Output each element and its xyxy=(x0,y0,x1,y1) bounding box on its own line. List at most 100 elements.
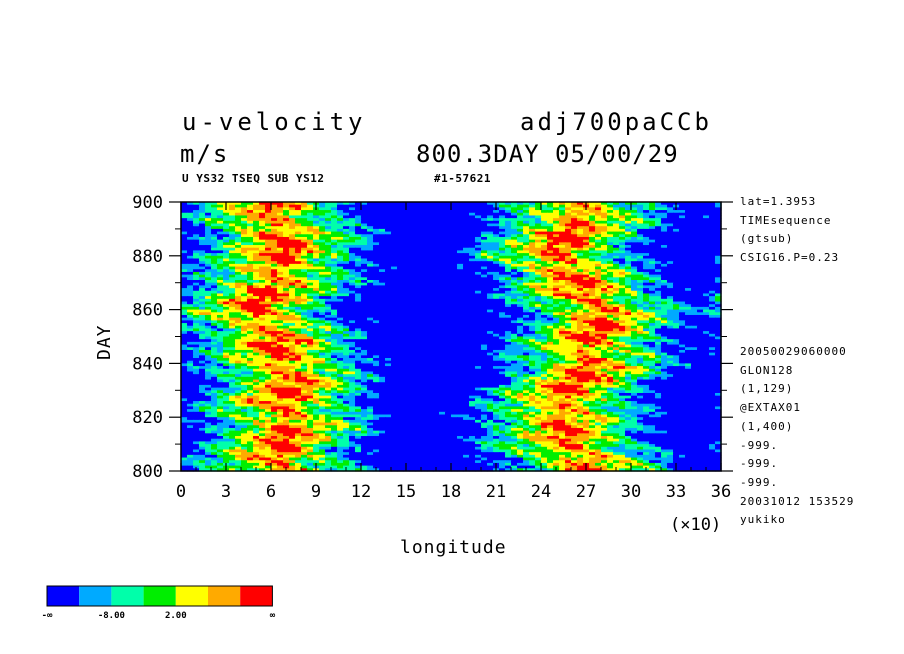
heatmap-cell xyxy=(307,255,314,260)
heatmap-cell xyxy=(673,250,680,254)
heatmap-cell xyxy=(223,245,230,249)
heatmap-cell xyxy=(637,226,644,230)
heatmap-cell xyxy=(349,293,356,297)
heatmap-cell xyxy=(529,304,536,308)
heatmap-cell xyxy=(661,331,668,335)
heatmap-cell xyxy=(619,288,626,292)
heatmap-cell xyxy=(463,212,470,217)
heatmap-cell xyxy=(475,218,482,222)
heatmap-cell xyxy=(553,253,560,257)
heatmap-cell xyxy=(349,309,356,313)
heatmap-cell xyxy=(301,333,308,338)
heatmap-cell xyxy=(523,271,530,276)
heatmap-cell xyxy=(529,234,536,238)
heatmap-cell xyxy=(319,312,326,316)
heatmap-cell xyxy=(265,247,272,252)
heatmap-cell xyxy=(559,223,566,227)
heatmap-cell xyxy=(319,290,326,295)
heatmap-cell xyxy=(241,347,248,351)
heatmap-cell xyxy=(235,328,242,332)
heatmap-cell xyxy=(553,271,560,276)
heatmap-cell xyxy=(223,317,230,321)
heatmap-cell xyxy=(277,341,284,346)
heatmap-cell xyxy=(247,312,254,316)
heatmap-cell xyxy=(547,288,554,292)
heatmap-cell xyxy=(409,296,416,300)
heatmap-cell xyxy=(313,228,320,233)
heatmap-cell xyxy=(349,261,356,265)
heatmap-cell xyxy=(199,333,206,338)
heatmap-cell xyxy=(355,234,362,238)
heatmap-cell xyxy=(547,215,554,219)
heatmap-cell xyxy=(187,331,194,335)
heatmap-cell xyxy=(343,207,350,211)
heatmap-cell xyxy=(475,282,482,286)
heatmap-cell xyxy=(445,347,452,351)
heatmap-cell xyxy=(517,341,524,346)
heatmap-cell xyxy=(289,285,296,289)
heatmap-cell xyxy=(427,204,434,208)
heatmap-cell xyxy=(199,309,206,313)
heatmap-cell xyxy=(511,207,518,211)
heatmap-cell xyxy=(217,306,224,311)
heatmap-cell xyxy=(421,263,428,268)
heatmap-cell xyxy=(709,293,716,297)
heatmap-cell xyxy=(307,288,314,292)
heatmap-cell xyxy=(247,261,254,265)
heatmap-cell xyxy=(181,247,188,252)
heatmap-cell xyxy=(523,228,530,233)
heatmap-cell xyxy=(613,210,620,214)
heatmap-cell xyxy=(637,220,644,225)
heatmap-cell xyxy=(223,215,230,219)
heatmap-cell xyxy=(205,349,212,354)
heatmap-cell xyxy=(319,320,326,324)
heatmap-cell xyxy=(229,274,236,278)
heatmap-cell xyxy=(535,328,542,332)
heatmap-cell xyxy=(661,212,668,217)
heatmap-cell xyxy=(643,336,650,340)
heatmap-cell xyxy=(319,218,326,222)
heatmap-cell xyxy=(361,253,368,257)
heatmap-cell xyxy=(655,258,662,262)
heatmap-cell xyxy=(505,261,512,265)
heatmap-cell xyxy=(253,323,260,327)
heatmap-cell xyxy=(571,344,578,348)
heatmap-cell xyxy=(547,280,554,284)
heatmap-cell xyxy=(517,304,524,308)
heatmap-cell xyxy=(595,223,602,227)
heatmap-cell xyxy=(469,253,476,257)
heatmap-cell xyxy=(625,328,632,332)
heatmap-cell xyxy=(577,341,584,346)
heatmap-cell xyxy=(691,242,698,246)
heatmap-cell xyxy=(247,290,254,295)
heatmap-cell xyxy=(691,333,698,338)
heatmap-cell xyxy=(349,228,356,233)
heatmap-cell xyxy=(679,274,686,278)
heatmap-cell xyxy=(511,341,518,346)
heatmap-cell xyxy=(481,331,488,335)
heatmap-cell xyxy=(601,261,608,265)
heatmap-cell xyxy=(487,333,494,338)
heatmap-cell xyxy=(259,314,266,319)
heatmap-cell xyxy=(355,271,362,276)
heatmap-cell xyxy=(427,258,434,262)
heatmap-cell xyxy=(301,239,308,243)
heatmap-cell xyxy=(277,323,284,327)
heatmap-cell xyxy=(571,250,578,254)
heatmap-cell xyxy=(589,274,596,278)
heatmap-cell xyxy=(211,274,218,278)
heatmap-cell xyxy=(469,339,476,343)
heatmap-cell xyxy=(445,223,452,227)
heatmap-cell xyxy=(493,280,500,284)
heatmap-cell xyxy=(199,282,206,286)
heatmap-cell xyxy=(343,228,350,233)
heatmap-cell xyxy=(619,215,626,219)
heatmap-cell xyxy=(631,312,638,316)
heatmap-cell xyxy=(439,234,446,238)
heatmap-cell xyxy=(697,220,704,225)
heatmap-cell xyxy=(349,266,356,270)
heatmap-cell xyxy=(205,298,212,303)
heatmap-cell xyxy=(535,288,542,292)
heatmap-cell xyxy=(235,325,242,330)
heatmap-cell xyxy=(475,309,482,313)
